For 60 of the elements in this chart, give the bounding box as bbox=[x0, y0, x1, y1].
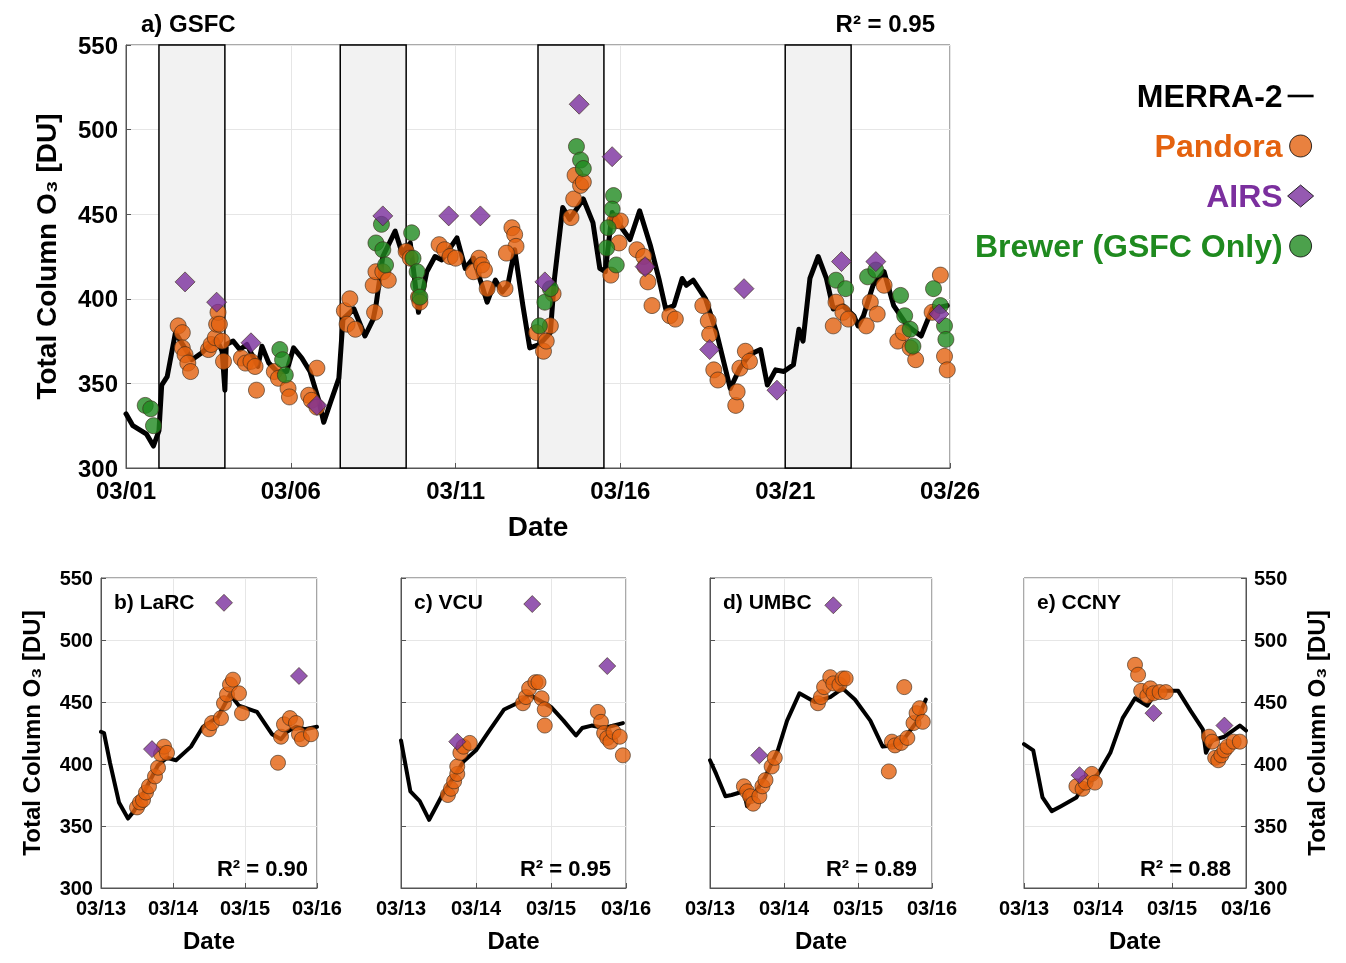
y2-tick-label: 450 bbox=[1254, 691, 1288, 713]
chart-title: a) GSFC bbox=[141, 9, 236, 37]
y-tick-label: 550 bbox=[77, 31, 118, 59]
y-axis-title: Total Column O₃ [DU] bbox=[30, 113, 62, 400]
x-axis-title: Date bbox=[1108, 926, 1162, 954]
x-tick-label: 03/13 bbox=[75, 897, 127, 919]
text: e) CCNY bbox=[1037, 590, 1122, 613]
y-tick-label: 500 bbox=[59, 629, 93, 651]
y2-tick-label: 300 bbox=[1254, 877, 1288, 899]
text: c) VCU bbox=[414, 590, 483, 613]
text: d) UMBC bbox=[723, 590, 812, 613]
y-tick-label: 450 bbox=[59, 691, 93, 713]
x-tick-label: 03/11 bbox=[426, 476, 485, 504]
x-tick-label: 03/14 bbox=[1072, 897, 1124, 919]
x-axis-title: Date bbox=[794, 926, 848, 954]
annotation: R² = 0.89 bbox=[825, 855, 917, 881]
legend-label: MERRA-2 bbox=[1136, 78, 1283, 114]
x-tick-label: 03/15 bbox=[832, 897, 884, 919]
legend-label: AIRS bbox=[1206, 178, 1283, 214]
x-tick-label: 03/15 bbox=[1146, 897, 1198, 919]
annotation: R² = 0.95 bbox=[519, 855, 611, 881]
x-tick-label: 03/21 bbox=[755, 476, 816, 504]
annotation: R² = 0.90 bbox=[216, 855, 308, 881]
x-tick-label: 03/13 bbox=[684, 897, 736, 919]
y-tick-label: 350 bbox=[59, 815, 93, 837]
x-tick-label: 03/13 bbox=[375, 897, 427, 919]
y-tick-label: 400 bbox=[77, 285, 118, 313]
y-tick-label: 500 bbox=[77, 116, 118, 144]
x-tick-label: 03/06 bbox=[260, 476, 321, 504]
legend-label: Brewer (GSFC Only) bbox=[975, 228, 1283, 264]
y2-axis-title: Total Column O₃ [DU] bbox=[1302, 610, 1330, 856]
x-tick-label: 03/16 bbox=[291, 897, 343, 919]
y2-tick-label: 350 bbox=[1254, 815, 1288, 837]
x-tick-label: 03/16 bbox=[590, 476, 651, 504]
y-tick-label: 300 bbox=[59, 877, 93, 899]
x-tick-label: 03/15 bbox=[525, 897, 577, 919]
x-axis-title: Date bbox=[507, 510, 569, 542]
y2-tick-label: 550 bbox=[1254, 567, 1288, 589]
x-tick-label: 03/14 bbox=[758, 897, 810, 919]
x-tick-label: 03/16 bbox=[600, 897, 652, 919]
x-tick-label: 03/14 bbox=[147, 897, 199, 919]
x-axis-title: Date bbox=[487, 926, 540, 954]
y-tick-label: 350 bbox=[77, 369, 118, 397]
legend-label: Pandora bbox=[1154, 128, 1283, 164]
x-axis-title: Date bbox=[182, 926, 235, 954]
y-tick-label: 450 bbox=[77, 200, 118, 228]
annotation: R² = 0.88 bbox=[1139, 855, 1231, 881]
y-tick-label: 550 bbox=[59, 567, 93, 589]
y-axis-title: Total Column O₃ [DU] bbox=[17, 610, 45, 856]
y2-tick-label: 400 bbox=[1254, 753, 1288, 775]
text: b) LaRC bbox=[114, 590, 195, 613]
x-tick-label: 03/14 bbox=[450, 897, 502, 919]
x-tick-label: 03/16 bbox=[1220, 897, 1272, 919]
x-tick-label: 03/16 bbox=[906, 897, 958, 919]
y2-tick-label: 500 bbox=[1254, 629, 1288, 651]
x-tick-label: 03/13 bbox=[998, 897, 1050, 919]
x-tick-label: 03/26 bbox=[919, 476, 981, 504]
x-tick-label: 03/15 bbox=[219, 897, 271, 919]
text: R² = 0.95 bbox=[835, 9, 935, 37]
y-tick-label: 400 bbox=[59, 753, 93, 775]
